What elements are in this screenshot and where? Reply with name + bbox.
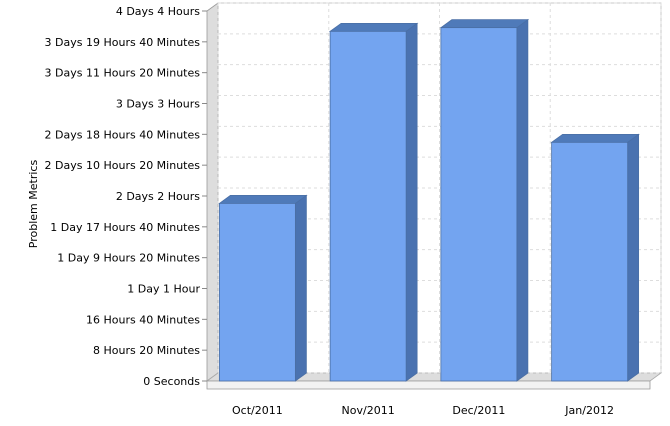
bar-side	[405, 22, 418, 382]
bar-Dec/2011	[439, 18, 530, 382]
y-tick-label: 2 Days 2 Hours	[116, 190, 200, 203]
bar-front	[329, 30, 407, 382]
y-tick-label: 4 Days 4 Hours	[116, 5, 200, 18]
bar-top	[218, 194, 308, 204]
x-tick-label: Oct/2011	[232, 404, 283, 417]
base-front	[206, 380, 651, 390]
left-wall	[206, 2, 219, 382]
bar-side	[294, 194, 307, 382]
bar-top	[439, 19, 530, 29]
y-tick-label: 2 Days 10 Hours 20 Minutes	[45, 159, 201, 172]
y-axis-label: Problem Metrics	[27, 160, 40, 249]
y-tick-label: 16 Hours 40 Minutes	[86, 313, 200, 326]
x-axis-ticks: Oct/2011 Nov/2011 Dec/2011 Jan/2012	[232, 404, 614, 417]
bar-front	[218, 202, 296, 382]
x-tick-label: Dec/2011	[452, 404, 505, 417]
bar-side	[516, 18, 529, 382]
bar-Nov/2011	[328, 22, 419, 382]
bar-Jan/2012	[550, 133, 640, 382]
y-tick-label: 0 Seconds	[143, 375, 200, 388]
bar-front	[440, 27, 518, 382]
y-tick-label: 1 Day 9 Hours 20 Minutes	[57, 252, 200, 265]
y-tick-label: 1 Day 1 Hour	[127, 283, 200, 296]
y-tick-label: 8 Hours 20 Minutes	[93, 344, 200, 357]
y-tick-label: 3 Days 3 Hours	[116, 98, 200, 111]
y-tick-label: 1 Day 17 Hours 40 Minutes	[50, 221, 200, 234]
bar-side	[627, 133, 640, 382]
y-tick-label: 3 Days 11 Hours 20 Minutes	[45, 67, 201, 80]
bar-top	[550, 133, 640, 143]
bar-top	[328, 22, 419, 32]
y-axis-ticks: 0 Seconds 8 Hours 20 Minutes 16 Hours 40 M…	[45, 5, 207, 388]
y-tick-label: 2 Days 18 Hours 40 Minutes	[45, 128, 201, 141]
bar-front	[551, 141, 629, 382]
chart-bars	[218, 18, 640, 382]
x-tick-label: Nov/2011	[342, 404, 395, 417]
bar-Oct/2011	[218, 194, 308, 382]
x-tick-label: Jan/2012	[564, 404, 614, 417]
y-tick-label: 3 Days 19 Hours 40 Minutes	[45, 36, 201, 49]
